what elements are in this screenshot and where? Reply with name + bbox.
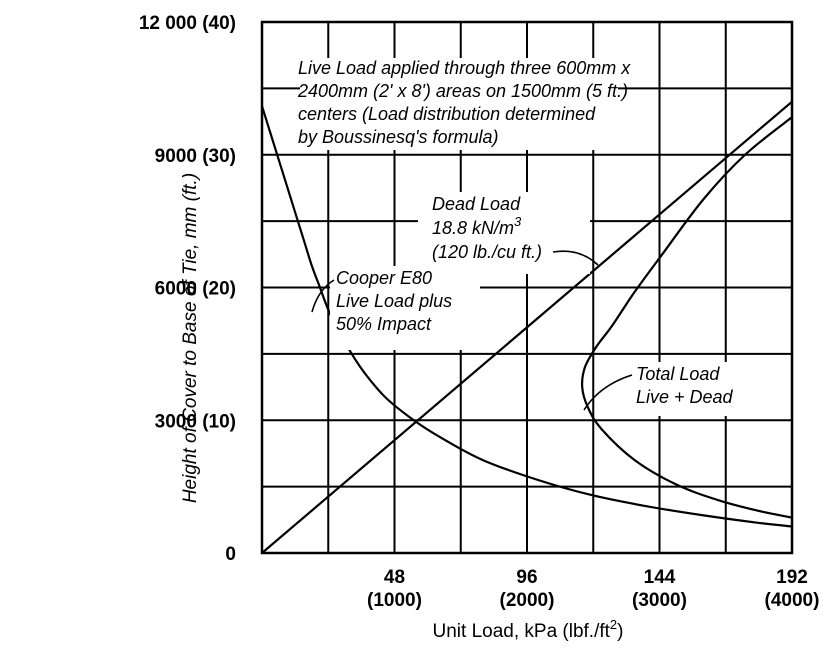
- live-load-note-line-2: 2400mm (2' x 8') areas on 1500mm (5 ft.): [297, 81, 628, 101]
- x-tick-label: 144: [644, 567, 676, 588]
- live-load-note: Live Load applied through three 600mm x …: [297, 58, 631, 150]
- x-axis-label: Unit Load, kPa (lbf./ft2): [433, 617, 624, 642]
- y-tick-label: 12 000 (40): [139, 13, 236, 34]
- x-tick-label-imperial: (2000): [500, 590, 555, 611]
- plot-frame: [260, 20, 794, 555]
- live-load-note-line-4: by Boussinesq's formula): [298, 127, 499, 147]
- dead-load-note-line-1: Dead Load: [432, 194, 521, 214]
- cooper-leader: [311, 279, 335, 313]
- y-tick-label: 3000 (10): [155, 411, 236, 432]
- dead-load-note-line-3: (120 lb./cu ft.): [432, 242, 542, 262]
- y-tick-label: 0: [225, 544, 236, 565]
- cooper-note-line-1: Cooper E80: [336, 268, 432, 288]
- x-tick-label-imperial: (4000): [765, 590, 820, 611]
- x-tick-labels: 48(1000) 96(2000) 144(3000) 192(4000): [367, 567, 819, 611]
- curve-total: [581, 116, 793, 519]
- y-axis-label: Height of Cover to Base of Tie, mm (ft.): [180, 173, 201, 503]
- y-tick-labels: 0 3000 (10) 6000 (20) 9000 (30) 12 000 (40): [139, 13, 236, 565]
- cooper-note-line-3: 50% Impact: [336, 314, 432, 334]
- y-tick-label: 6000 (20): [155, 279, 236, 300]
- y-tick-label: 9000 (30): [155, 146, 236, 167]
- curves: [260, 100, 793, 554]
- x-tick-label: 192: [776, 567, 808, 588]
- x-tick-label: 48: [384, 567, 405, 588]
- cooper-note-line-2: Live Load plus: [336, 291, 452, 311]
- total-load-note: Total Load Live + Dead: [583, 362, 750, 416]
- x-tick-label-imperial: (1000): [367, 590, 422, 611]
- curve-dead: [261, 100, 793, 554]
- total-load-leader: [583, 374, 633, 411]
- live-load-note-line-1: Live Load applied through three 600mm x: [298, 58, 631, 78]
- total-load-note-line-2: Live + Dead: [636, 387, 734, 407]
- x-tick-label: 96: [516, 567, 537, 588]
- live-load-note-line-3: centers (Load distribution determined: [298, 104, 596, 124]
- dead-load-leader: [552, 250, 599, 266]
- dead-load-note-line-2: 18.8 kN/m3: [432, 214, 522, 238]
- cooper-note: Cooper E80 Live Load plus 50% Impact: [311, 266, 480, 350]
- curve-live: [260, 105, 793, 528]
- dead-load-note: Dead Load 18.8 kN/m3 (120 lb./cu ft.): [418, 192, 599, 274]
- total-load-note-line-1: Total Load: [636, 364, 720, 384]
- x-tick-label-imperial: (3000): [632, 590, 687, 611]
